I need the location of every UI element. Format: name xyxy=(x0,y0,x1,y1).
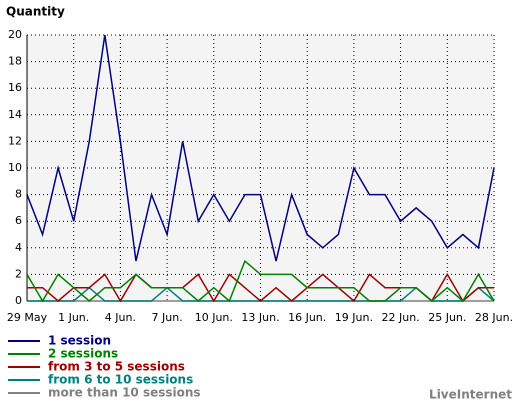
x-tick-label: 28 Jun. xyxy=(475,311,513,324)
x-tick-label: 19 Jun. xyxy=(335,311,373,324)
x-tick-label: 25 Jun. xyxy=(428,311,466,324)
y-tick-label: 14 xyxy=(8,108,22,121)
y-tick-label: 0 xyxy=(15,294,22,307)
x-tick-label: 4 Jun. xyxy=(105,311,136,324)
x-tick-label: 13 Jun. xyxy=(241,311,279,324)
y-tick-label: 6 xyxy=(15,214,22,227)
series-line xyxy=(26,34,495,262)
y-tick-label: 20 xyxy=(8,28,22,41)
x-tick-label: 16 Jun. xyxy=(288,311,326,324)
legend-text: 1 session xyxy=(48,334,111,348)
x-tick-label: 1 Jun. xyxy=(58,311,89,324)
legend-text: 2 sessions xyxy=(48,347,118,361)
series-line xyxy=(26,259,495,303)
y-tick-label: 16 xyxy=(8,81,22,94)
legend-text: more than 10 sessions xyxy=(48,386,201,400)
y-tick-label: 4 xyxy=(15,241,22,254)
x-tick-label: 7 Jun. xyxy=(152,311,183,324)
watermark: LiveInternet xyxy=(429,388,512,402)
x-tick-label: 22 Jun. xyxy=(382,311,420,324)
y-axis-label: Quantity xyxy=(6,5,65,19)
legend-text: from 3 to 5 sessions xyxy=(48,360,185,374)
y-tick-label: 8 xyxy=(15,188,22,201)
y-tick-label: 12 xyxy=(8,134,22,147)
x-tick-label: 10 Jun. xyxy=(195,311,233,324)
y-tick-label: 2 xyxy=(15,267,22,280)
y-tick-label: 10 xyxy=(8,161,22,174)
x-tick-label: 29 May xyxy=(7,311,48,324)
y-tick-label: 18 xyxy=(8,55,22,68)
legend-text: from 6 to 10 sessions xyxy=(48,373,193,387)
